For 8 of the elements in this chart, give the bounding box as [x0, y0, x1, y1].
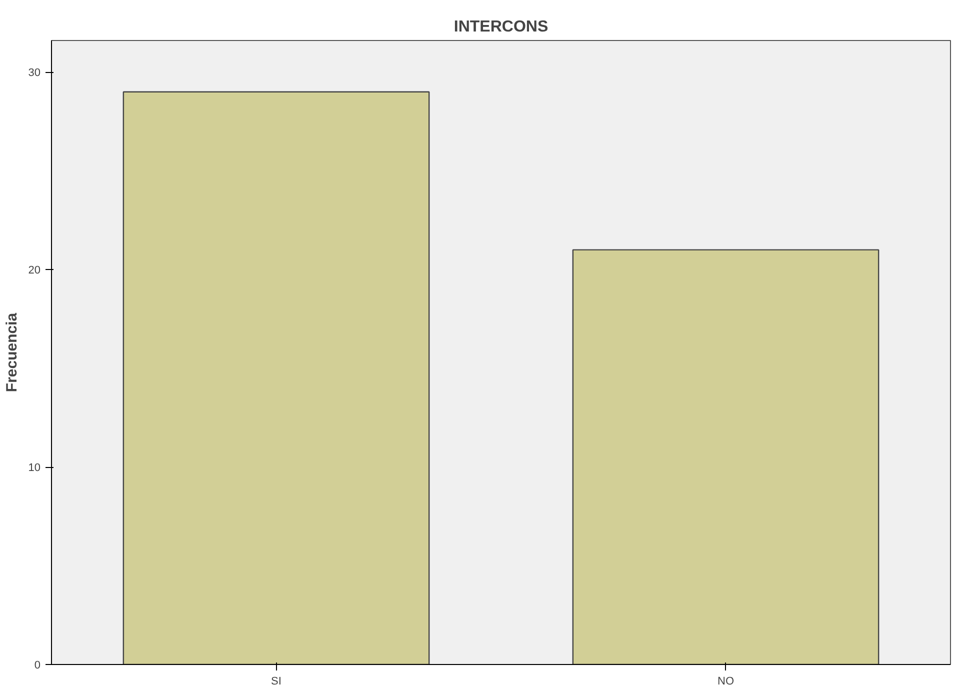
y-axis-title: Frecuencia: [3, 312, 20, 392]
y-tick-label: 10: [28, 462, 41, 474]
y-tick-label: 20: [28, 264, 41, 277]
chart-title: INTERCONS: [454, 18, 548, 36]
x-tick-label: NO: [718, 676, 734, 688]
y-tick-label: 30: [28, 67, 41, 80]
x-tick-label: SI: [271, 676, 282, 688]
y-tick-label: 0: [34, 660, 41, 672]
